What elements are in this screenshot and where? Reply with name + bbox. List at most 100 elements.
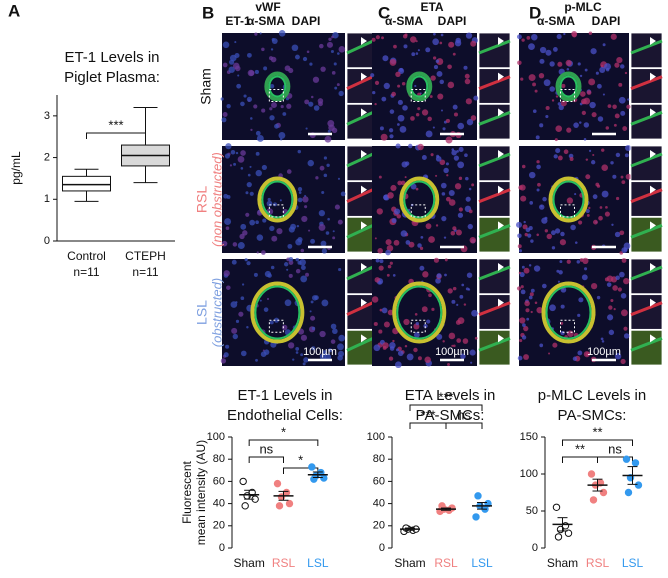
cell <box>463 303 467 306</box>
cell <box>389 261 393 265</box>
cell <box>425 223 432 230</box>
cell <box>421 109 429 116</box>
cell <box>457 317 465 324</box>
cell <box>266 200 273 207</box>
cell <box>536 160 540 164</box>
cell <box>228 66 235 73</box>
cell <box>396 123 400 126</box>
cell <box>225 344 230 349</box>
cell <box>439 41 443 45</box>
cell <box>625 173 632 180</box>
cell <box>612 104 617 109</box>
cell <box>337 343 344 351</box>
cell <box>592 194 598 200</box>
cell <box>531 33 538 41</box>
cell <box>337 177 341 180</box>
cell <box>270 48 274 51</box>
cell <box>269 83 275 89</box>
arrowhead <box>361 150 367 158</box>
cell <box>606 282 612 287</box>
inset-fiber <box>346 265 374 281</box>
significance: * <box>281 424 286 439</box>
cell <box>415 187 419 191</box>
inset-fiber <box>478 336 511 352</box>
point <box>599 488 608 497</box>
cell <box>607 104 612 108</box>
x-tick-label: RSL <box>586 556 610 570</box>
cell <box>596 83 602 89</box>
cell <box>220 358 227 364</box>
cell <box>261 250 266 255</box>
channel-label: DAPI <box>592 14 621 28</box>
y-tick-label: 150 <box>520 431 538 443</box>
cell <box>539 123 544 128</box>
cell <box>261 164 267 171</box>
cell <box>395 361 402 369</box>
cell <box>304 205 308 209</box>
channel-label: vWF <box>255 0 280 14</box>
panel-letter: B <box>202 3 214 22</box>
cell <box>461 283 465 287</box>
cell <box>541 283 547 289</box>
cell <box>247 173 251 177</box>
cell <box>585 174 591 180</box>
cell <box>545 105 550 111</box>
cell <box>415 40 418 43</box>
cell <box>521 164 526 169</box>
cell <box>395 71 401 78</box>
cell <box>271 102 277 109</box>
cell <box>610 161 614 165</box>
cell <box>224 153 231 159</box>
roi-box <box>268 89 284 102</box>
inset-fiber <box>478 75 511 91</box>
arrowhead <box>361 334 367 343</box>
inset-fiber <box>478 152 511 168</box>
cell <box>404 176 407 179</box>
cell <box>397 84 401 88</box>
cell <box>571 30 578 37</box>
cell <box>546 233 552 240</box>
cell <box>602 43 606 47</box>
cell <box>593 219 598 225</box>
significance: *** <box>420 407 435 422</box>
cell <box>312 76 320 83</box>
cell <box>559 260 563 264</box>
point <box>275 502 284 510</box>
cell <box>417 143 424 151</box>
cell <box>381 307 388 314</box>
cell <box>331 35 334 39</box>
micrograph <box>519 33 629 140</box>
inset-fiber <box>630 75 663 91</box>
cell <box>545 49 552 56</box>
cell <box>400 230 408 237</box>
significance: ns <box>259 441 273 456</box>
cell <box>415 52 419 55</box>
cell <box>452 104 458 110</box>
cell <box>373 344 381 352</box>
cell <box>427 116 432 122</box>
cell <box>530 310 533 314</box>
cell <box>308 229 311 232</box>
cell <box>584 68 588 72</box>
cell <box>544 229 549 233</box>
cell <box>320 66 326 72</box>
cell <box>526 317 530 321</box>
cell <box>221 117 227 123</box>
arrowhead <box>650 298 656 307</box>
cell <box>590 160 596 165</box>
roi-box <box>410 319 426 333</box>
arrowhead <box>498 221 504 230</box>
cell <box>517 60 522 66</box>
cell <box>579 258 584 262</box>
chart-title: ET-1 Levels in <box>237 387 332 404</box>
cell <box>448 332 456 340</box>
y-axis-label: Fluorescent <box>180 460 194 523</box>
cell <box>442 127 446 131</box>
cell <box>625 144 632 152</box>
cell <box>444 258 448 262</box>
cell <box>260 351 267 358</box>
cell <box>383 321 390 328</box>
cell <box>256 234 264 241</box>
cell <box>521 265 525 269</box>
cell <box>308 101 314 107</box>
